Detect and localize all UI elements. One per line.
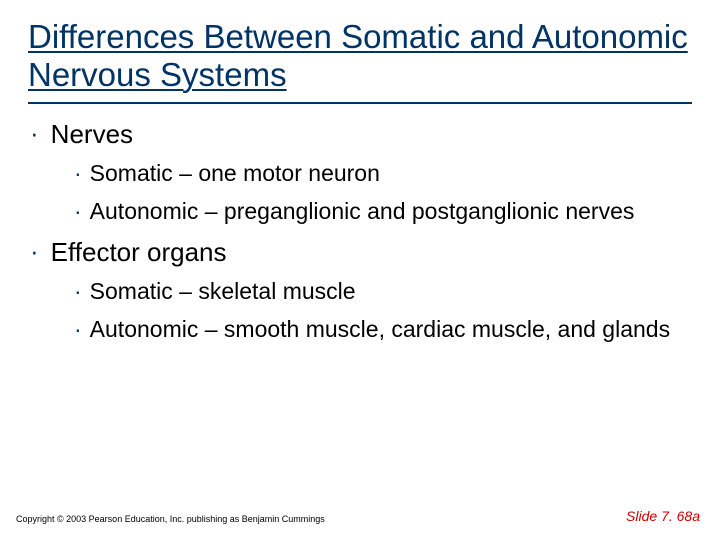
bullet-icon: ·: [30, 118, 39, 149]
level2-text: Autonomic – smooth muscle, cardiac muscl…: [90, 316, 670, 344]
list-item: · Autonomic – smooth muscle, cardiac mus…: [74, 316, 692, 344]
bullet-icon: ·: [74, 278, 82, 306]
slide-container: Differences Between Somatic and Autonomi…: [0, 0, 720, 540]
slide-number: Slide 7. 68a: [626, 508, 700, 524]
list-item: · Autonomic – preganglionic and postgang…: [74, 198, 692, 226]
list-item: · Somatic – skeletal muscle: [74, 278, 692, 306]
list-item: · Nerves: [30, 118, 692, 151]
title-underline-rule: [28, 102, 692, 104]
list-item: · Effector organs: [30, 236, 692, 269]
list-item: · Somatic – one motor neuron: [74, 160, 692, 188]
bullet-icon: ·: [74, 198, 82, 226]
slide-title: Differences Between Somatic and Autonomi…: [28, 18, 692, 94]
level2-text: Somatic – one motor neuron: [90, 160, 380, 188]
level2-text: Autonomic – preganglionic and postgangli…: [90, 198, 635, 226]
bullet-icon: ·: [30, 236, 39, 267]
level2-text: Somatic – skeletal muscle: [90, 278, 356, 306]
level1-text: Effector organs: [51, 236, 227, 269]
copyright-text: Copyright © 2003 Pearson Education, Inc.…: [16, 514, 325, 524]
bullet-icon: ·: [74, 160, 82, 188]
content-area: · Nerves · Somatic – one motor neuron · …: [28, 118, 692, 343]
level1-text: Nerves: [51, 118, 133, 151]
bullet-icon: ·: [74, 316, 82, 344]
